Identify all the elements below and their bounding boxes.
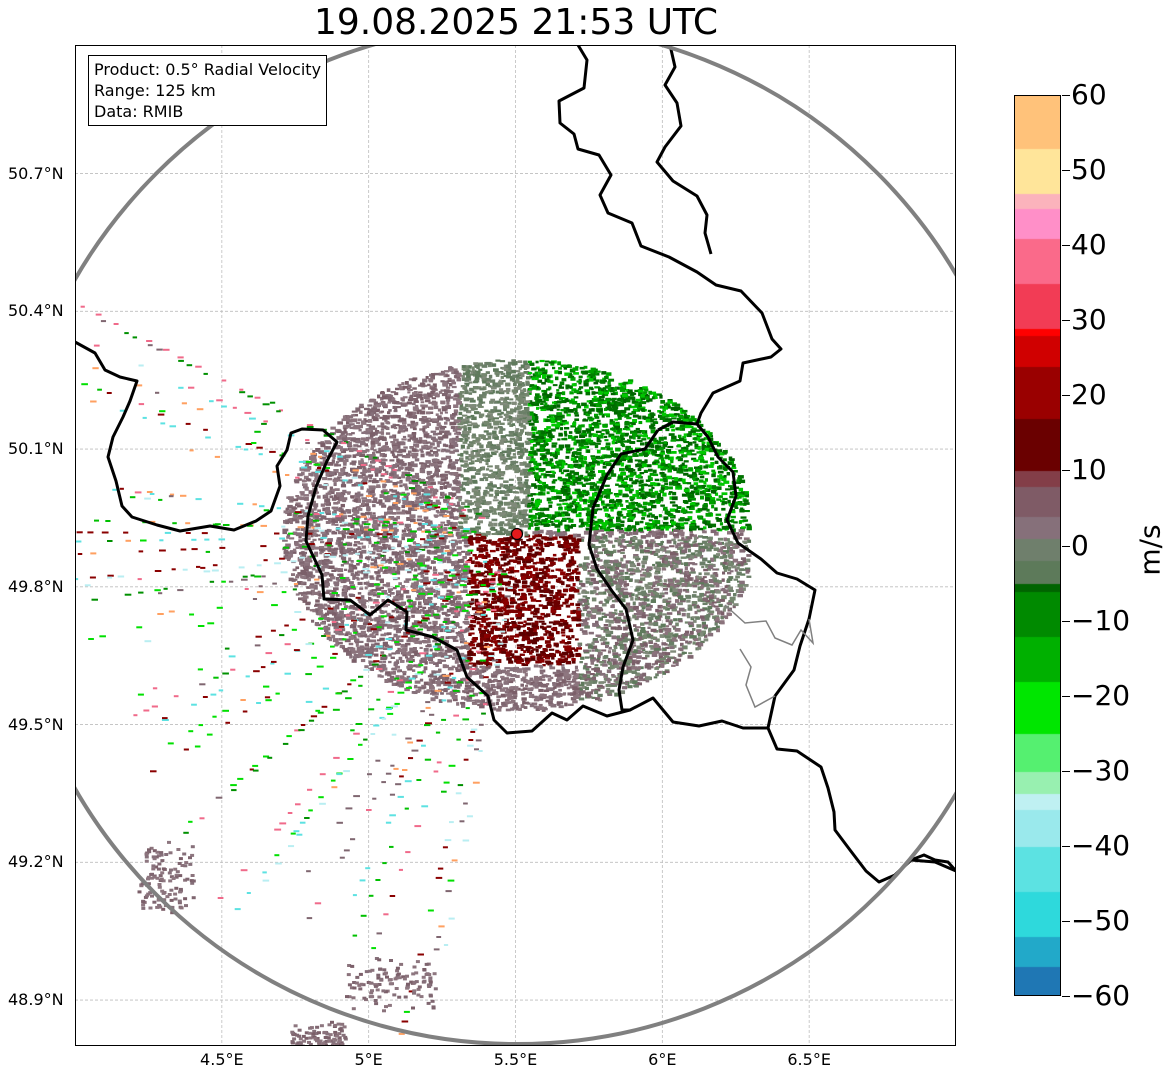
colorbar-tick-label: 0 — [1071, 528, 1089, 562]
colorbar-tick-mark — [1062, 996, 1070, 997]
lat-tick-label: 50.4°N — [8, 301, 64, 321]
lat-tick-label: 49.8°N — [8, 576, 64, 596]
colorbar-tick-label: 50 — [1071, 153, 1107, 187]
info-box: Product: 0.5° Radial Velocity Range: 125… — [88, 55, 328, 126]
info-source: Data: RMIB — [94, 102, 184, 121]
colorbar-tick-mark — [1062, 920, 1070, 922]
colorbar-tick-label: 20 — [1071, 378, 1107, 412]
colorbar — [1014, 95, 1061, 996]
colorbar-tick-label: −30 — [1071, 753, 1131, 787]
radar-site-marker[interactable] — [510, 527, 524, 541]
colorbar-tick-mark — [1062, 545, 1070, 547]
colorbar-unit: m/s — [1130, 500, 1170, 600]
border-belgium-germany — [557, 45, 783, 425]
border-belgium-france-west — [75, 340, 956, 884]
colorbar-tick-mark — [1062, 470, 1070, 472]
border-netherlands — [655, 45, 713, 255]
colorbar-tick-mark — [1062, 395, 1070, 397]
colorbar-tick-mark — [1062, 620, 1070, 622]
lon-tick-label: 5.5°E — [493, 1050, 538, 1069]
lat-tick-label: 49.2°N — [8, 852, 64, 872]
velocity-echoes — [75, 305, 752, 1046]
range-ring — [75, 45, 956, 1046]
colorbar-tick-mark — [1062, 695, 1070, 697]
lat-tick-label: 50.1°N — [8, 439, 64, 459]
colorbar-unit-label: m/s — [1133, 524, 1167, 576]
colorbar-tick-label: 10 — [1071, 453, 1107, 487]
country-borders — [75, 45, 956, 884]
colorbar-tick-mark — [1062, 845, 1070, 847]
colorbar-tick-mark — [1062, 95, 1070, 96]
colorbar-tick-label: −50 — [1071, 903, 1131, 937]
colorbar-tick-label: 30 — [1071, 303, 1107, 337]
border-luxembourg — [587, 420, 817, 729]
lat-tick-label: 48.9°N — [8, 990, 64, 1010]
colorbar-tick-label: 40 — [1071, 228, 1107, 262]
colorbar-tick-label: −60 — [1071, 979, 1131, 1012]
colorbar-tick-mark — [1062, 245, 1070, 247]
colorbar-tick-label: −10 — [1071, 603, 1131, 637]
colorbar-tick-mark — [1062, 170, 1070, 172]
radar-map[interactable] — [75, 45, 956, 1046]
state-border-saar — [724, 604, 815, 709]
lon-tick-label: 4.5°E — [200, 1050, 244, 1069]
radar-map-canvas — [75, 45, 956, 1046]
chart-title: 19.08.2025 21:53 UTC — [313, 2, 719, 43]
info-range: Range: 125 km — [94, 81, 216, 100]
colorbar-tick-label: −40 — [1071, 828, 1131, 862]
colorbar-tick-label: −20 — [1071, 678, 1131, 712]
lat-tick-label: 49.5°N — [8, 714, 64, 734]
lon-tick-label: 5°E — [354, 1050, 383, 1069]
lat-tick-label: 50.7°N — [8, 163, 64, 183]
colorbar-tick-mark — [1062, 770, 1070, 772]
colorbar-tick-label: 60 — [1071, 78, 1107, 111]
lon-tick-label: 6.5°E — [787, 1050, 831, 1069]
lon-tick-label: 6°E — [648, 1050, 677, 1069]
colorbar-tick-mark — [1062, 320, 1070, 322]
info-product: Product: 0.5° Radial Velocity — [94, 60, 322, 79]
